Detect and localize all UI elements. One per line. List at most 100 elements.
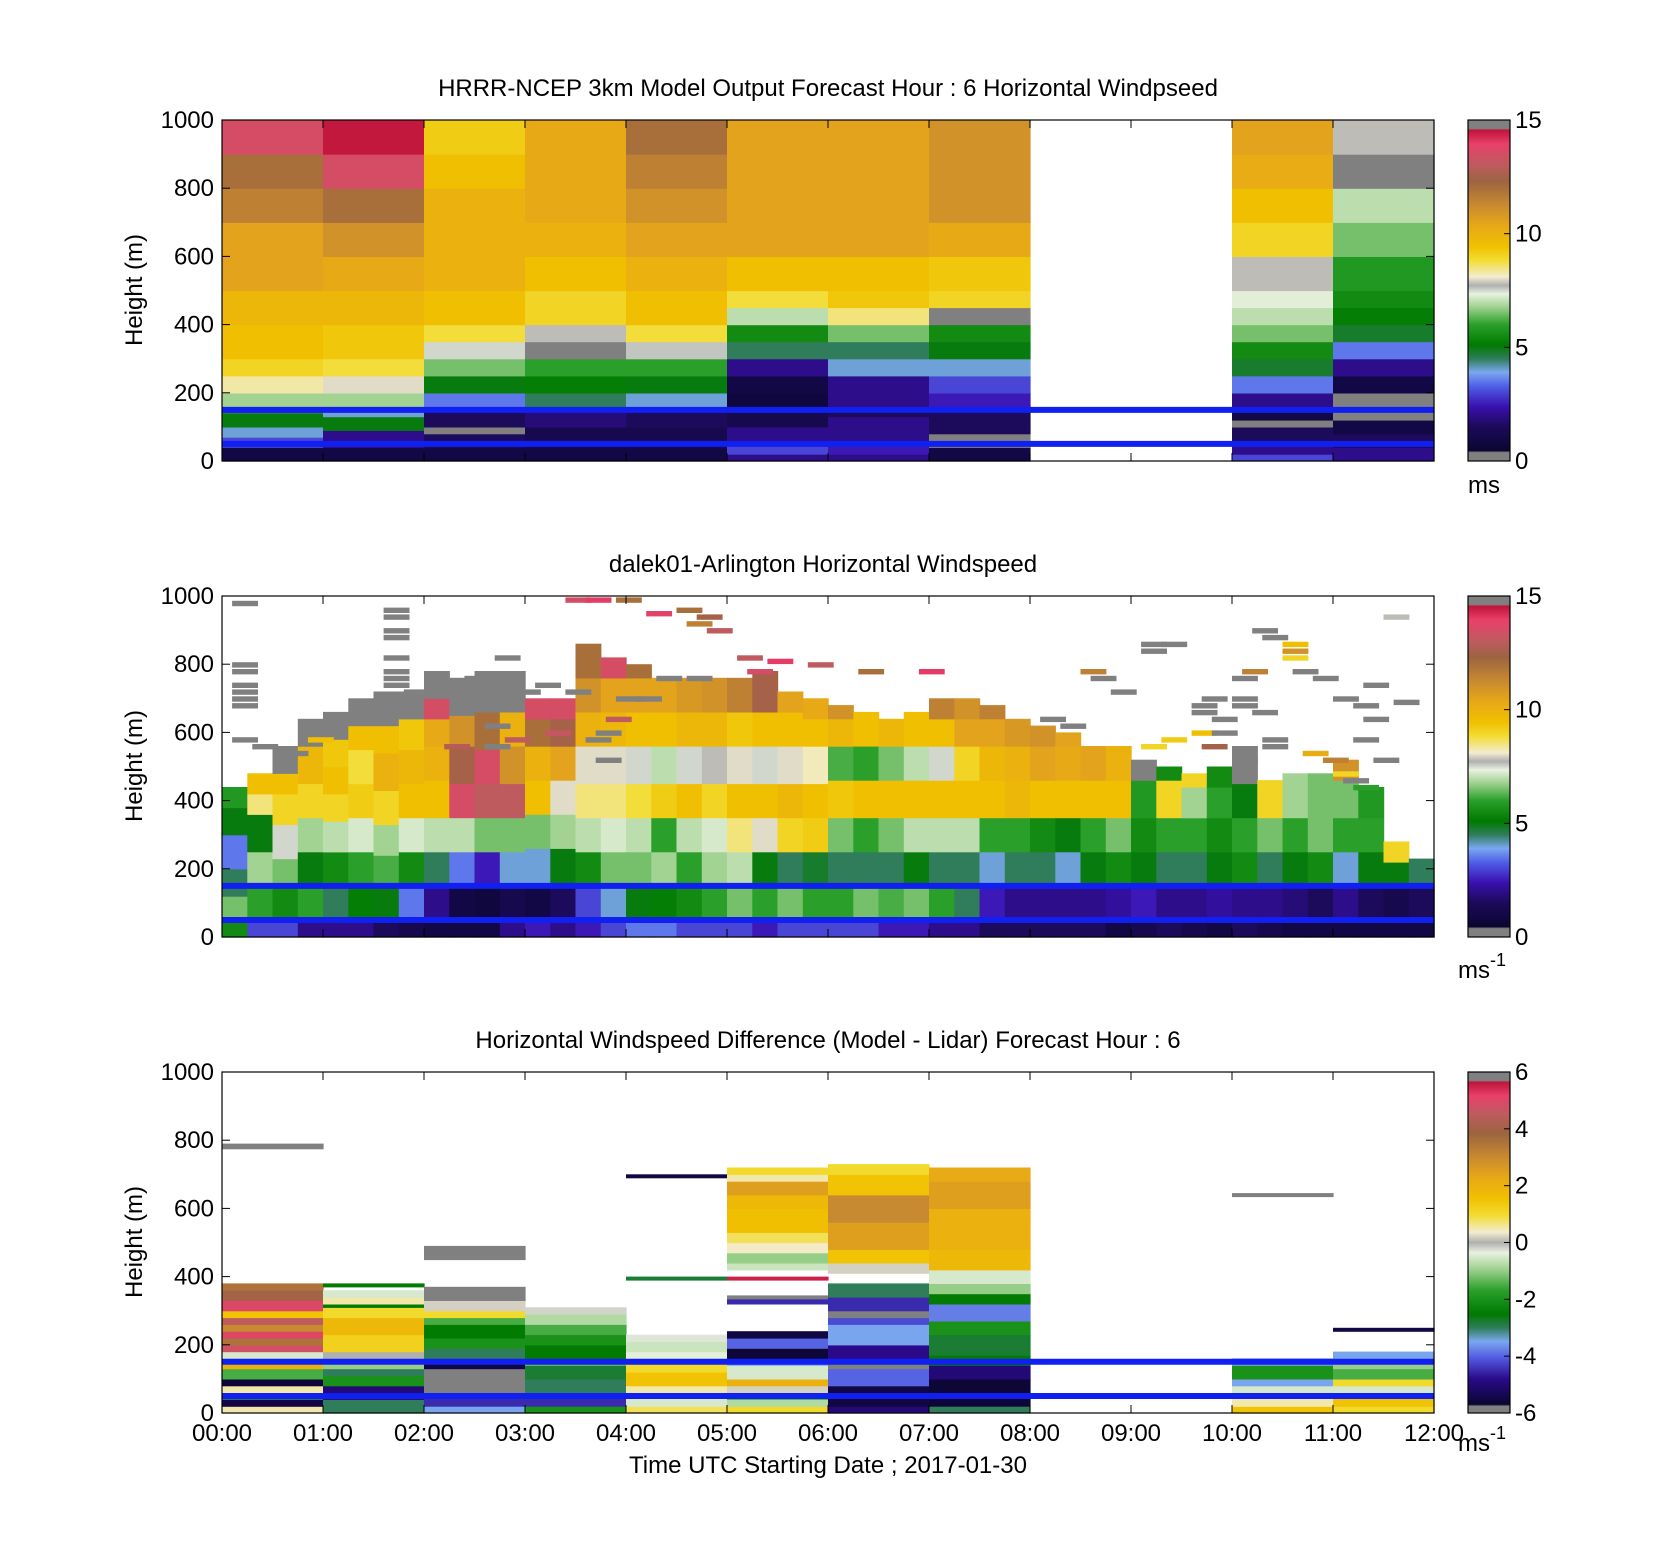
heatmap-cell <box>550 848 577 887</box>
heatmap-cell <box>828 1344 930 1363</box>
heatmap-cell <box>1333 771 1359 777</box>
heatmap-cell <box>1030 817 1056 853</box>
heatmap-cell <box>222 1331 324 1339</box>
heatmap-cell <box>1055 851 1082 887</box>
heatmap-cell <box>954 698 981 720</box>
heatmap-cell <box>398 885 425 918</box>
heatmap-cell <box>383 628 410 634</box>
heatmap-cell <box>398 851 425 887</box>
heatmap-cell <box>696 614 723 620</box>
heatmap-cell <box>1181 851 1208 887</box>
heatmap-cell <box>424 392 526 407</box>
heatmap-cell <box>525 885 551 918</box>
heatmap-cell <box>929 1181 1031 1209</box>
heatmap-cell <box>828 1368 930 1387</box>
heatmap-cell <box>1333 1327 1435 1332</box>
heatmap-cell <box>626 1385 728 1394</box>
heatmap-cell <box>575 746 602 785</box>
heatmap-cell <box>1055 780 1082 819</box>
heatmap-cell <box>701 885 728 918</box>
heatmap-cell <box>1110 689 1137 695</box>
heatmap-cell <box>626 375 728 394</box>
heatmap-cell <box>1322 757 1349 763</box>
heatmap-cell <box>878 885 905 918</box>
heatmap-cell <box>802 718 829 747</box>
y-tick-label: 600 <box>174 243 214 270</box>
heatmap-cell <box>525 1378 627 1394</box>
heatmap-cell <box>929 375 1031 394</box>
heatmap-cell <box>323 1297 425 1305</box>
heatmap-cell <box>323 1399 425 1414</box>
heatmap-cell <box>929 392 1031 407</box>
heatmap-cell <box>706 628 733 634</box>
heatmap-cell <box>1141 641 1167 648</box>
heatmap-cell <box>853 780 880 819</box>
colorbar-tick-label: 0 <box>1515 924 1528 951</box>
heatmap-cell <box>903 780 930 819</box>
heatmap-cell <box>828 1263 930 1274</box>
heatmap-cell <box>424 324 526 343</box>
heatmap-cell <box>1282 817 1309 853</box>
heatmap-cell <box>222 1406 324 1414</box>
heatmap-cell <box>1232 1378 1334 1387</box>
heatmap-cell <box>272 746 299 774</box>
heatmap-cell <box>828 885 854 918</box>
heatmap-cell <box>323 1290 425 1298</box>
heatmap-cell <box>525 375 627 394</box>
heatmap-cell <box>348 725 375 751</box>
heatmap-cell <box>222 222 324 292</box>
heatmap-cell <box>1080 669 1107 675</box>
heatmap-cell <box>1030 746 1056 781</box>
heatmap-cell <box>1191 709 1218 716</box>
heatmap-cell <box>424 290 526 326</box>
colorbar-tick-label: 10 <box>1515 697 1542 724</box>
heatmap-cell <box>929 1303 1031 1322</box>
heatmap-cell <box>929 307 1031 326</box>
panel-difference-colorbar-unit-exp: -1 <box>1490 1423 1506 1443</box>
heatmap-cell <box>575 677 602 713</box>
heatmap-cell <box>545 730 572 736</box>
heatmap-cell <box>929 358 1031 377</box>
heatmap-cell <box>802 783 829 819</box>
heatmap-cell <box>954 780 981 819</box>
heatmap-cell <box>499 851 526 887</box>
heatmap-cell <box>1030 851 1056 887</box>
heatmap-cell <box>828 256 930 292</box>
heatmap-cell <box>1333 696 1359 702</box>
heatmap-cell <box>272 885 299 918</box>
heatmap-cell <box>1105 746 1132 781</box>
heatmap-cell <box>656 675 683 682</box>
heatmap-cell <box>802 746 829 785</box>
heatmap-cell <box>474 851 501 887</box>
heatmap-cell <box>232 669 258 675</box>
heatmap-cell <box>222 1351 324 1363</box>
heatmap-cell <box>767 658 794 665</box>
heatmap-cell <box>449 817 476 853</box>
heatmap-cell <box>1333 1396 1435 1407</box>
heatmap-cell <box>929 851 955 887</box>
heatmap-cell <box>383 675 410 682</box>
heatmap-cell <box>1232 1385 1334 1397</box>
heatmap-cell <box>514 689 541 695</box>
heatmap-cell <box>272 793 299 826</box>
heatmap-cell <box>1408 858 1435 887</box>
heatmap-cell <box>1131 780 1157 819</box>
colorbar-tick-label: 4 <box>1515 1116 1528 1143</box>
heatmap-cell <box>752 885 779 918</box>
heatmap-cell <box>550 698 577 720</box>
heatmap-cell <box>222 188 324 223</box>
heatmap-cell <box>424 746 450 781</box>
heatmap-cell <box>449 746 476 785</box>
heatmap-cell <box>222 1361 324 1370</box>
heatmap-cell <box>1232 1193 1334 1198</box>
y-tick-label: 1000 <box>161 107 214 134</box>
heatmap-cell <box>297 783 324 819</box>
heatmap-cell <box>828 120 930 257</box>
panel-difference-colorbar-unit-base: ms <box>1458 1430 1490 1457</box>
panel-model-colorbar-unit: ms <box>1468 472 1500 499</box>
heatmap-cell <box>323 1361 425 1370</box>
heatmap-cell <box>484 723 511 729</box>
heatmap-cell <box>615 696 642 702</box>
heatmap-cell <box>1408 885 1435 918</box>
heatmap-cell <box>1055 732 1082 747</box>
